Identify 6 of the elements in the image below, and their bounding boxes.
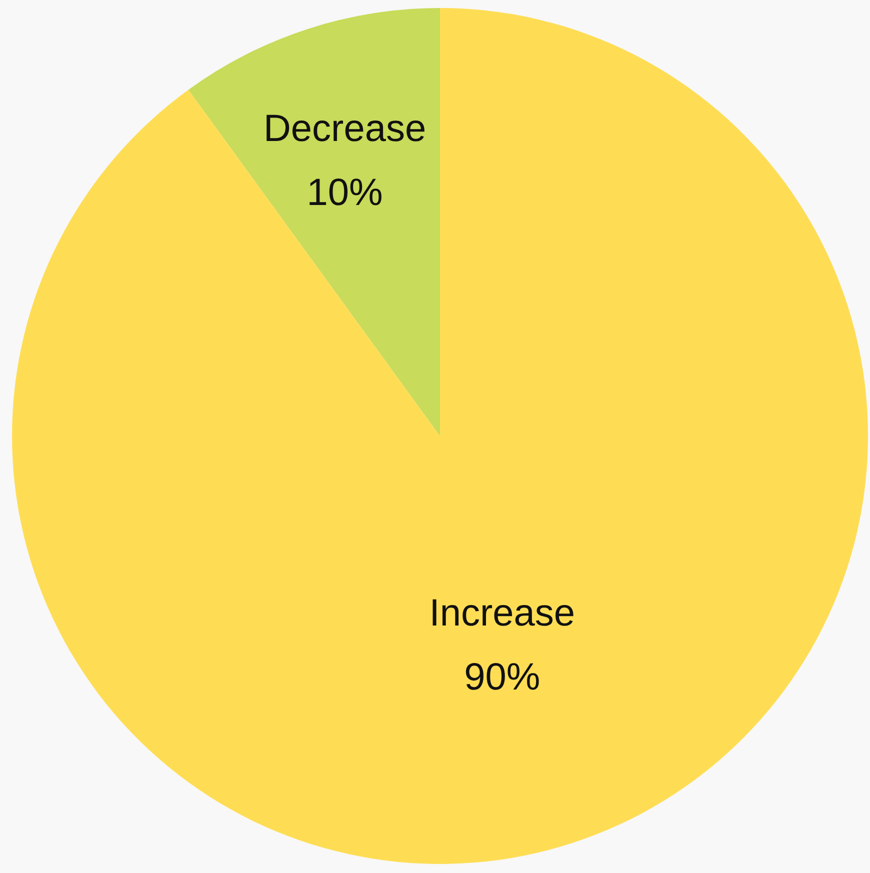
slice-label: Decrease [263,108,426,150]
slice-label: Increase [429,592,576,634]
pie-slice [188,8,440,436]
data-label: 10% [306,172,383,214]
pie-slice [12,8,868,864]
data-label: 90% [464,656,540,698]
